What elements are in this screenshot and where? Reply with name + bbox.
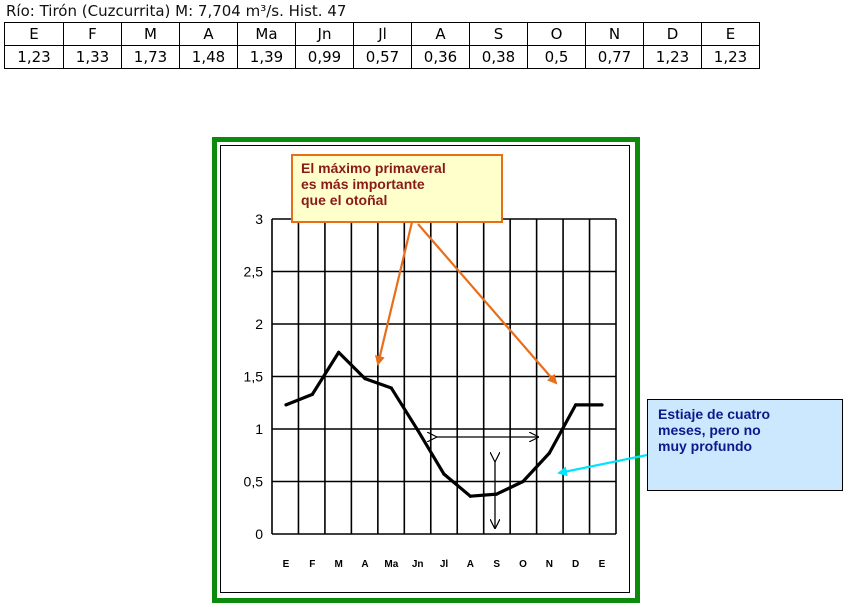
y-tick-label: 2 <box>255 316 263 332</box>
x-tick-label: M <box>334 559 342 570</box>
x-tick-label: E <box>599 559 606 570</box>
flow-value-cell: 1,23 <box>4 45 64 69</box>
month-header-cell: F <box>63 22 122 46</box>
flow-value-cell: 1,33 <box>63 45 122 69</box>
flow-value-cell: 0,77 <box>585 45 644 69</box>
month-header-cell: M <box>121 22 180 46</box>
month-header-cell: D <box>643 22 702 46</box>
x-tick-label: Jl <box>440 559 449 570</box>
flow-value-cell: 0,57 <box>353 45 412 69</box>
chart-header: Río: Tirón (Cuzcurrita) M: 7,704 m³/s. H… <box>6 2 347 20</box>
y-tick-label: 1 <box>255 421 263 437</box>
x-tick-label: F <box>309 559 315 570</box>
spring-max-callout: El máximo primaveral es más importante q… <box>291 154 503 223</box>
y-tick-label: 0 <box>255 526 263 542</box>
chart-inner-border <box>220 145 630 593</box>
value-row: 1,23 1,33 1,73 1,48 1,39 0,99 0,57 0,36 0,38 0,5 0… <box>4 45 760 69</box>
callout-line: meses, pero no <box>658 422 761 438</box>
x-tick-label: D <box>572 559 579 570</box>
callout-line: es más importante <box>301 176 425 192</box>
x-tick-label: A <box>467 559 474 570</box>
data-point <box>310 392 314 396</box>
grid-layer <box>271 218 617 535</box>
flow-value-cell: 1,39 <box>237 45 296 69</box>
callout-line: Estiaje de cuatro <box>658 406 771 422</box>
x-tick-label: Jn <box>412 559 424 570</box>
flow-value-cell: 1,23 <box>643 45 702 69</box>
x-tick-label: E <box>283 559 290 570</box>
spring-arrow-left <box>375 221 414 366</box>
data-point <box>337 350 341 354</box>
line-layer <box>284 350 604 498</box>
chart-frame <box>212 137 640 603</box>
x-tick-label: S <box>493 559 500 570</box>
x-tick-label: O <box>519 559 527 570</box>
spring-arrow-right <box>417 223 558 385</box>
month-row: E F M A Ma Jn Jl A S O N D E <box>4 22 760 46</box>
data-point <box>547 451 551 455</box>
callout-line: que el otoñal <box>301 192 388 208</box>
month-header-cell: Jn <box>295 22 354 46</box>
flow-value-cell: 1,73 <box>121 45 180 69</box>
callout-line: muy profundo <box>658 438 753 454</box>
data-point <box>284 403 288 407</box>
data-point <box>363 377 367 381</box>
x-tick-label: N <box>546 559 553 570</box>
data-point <box>389 386 393 390</box>
month-header-cell: O <box>527 22 586 46</box>
decor-layer <box>375 221 648 528</box>
y-tick-label: 2,5 <box>244 264 264 280</box>
y-tick-label: 0,5 <box>244 474 264 490</box>
x-tick-label: A <box>361 559 368 570</box>
month-header-cell: E <box>701 22 760 46</box>
y-tick-label: 1,5 <box>244 369 264 385</box>
drought-callout: Estiaje de cuatro meses, pero no muy pro… <box>647 399 843 491</box>
month-header-cell: N <box>585 22 644 46</box>
x-tick-labels: E F M A Ma Jn Jl A S O N D E <box>283 559 606 570</box>
flow-value-cell: 0,36 <box>411 45 470 69</box>
flow-table: E F M A Ma Jn Jl A S O N D E 1,23 1,33 1,73 1,48 1,39 0,9… <box>4 22 760 69</box>
data-point <box>574 403 578 407</box>
month-header-cell: Ma <box>237 22 296 46</box>
data-point <box>468 494 472 498</box>
data-point <box>521 479 525 484</box>
flow-value-cell: 0,38 <box>469 45 528 69</box>
data-point <box>442 472 446 476</box>
data-point <box>600 403 604 407</box>
flow-value-cell: 0,99 <box>295 45 354 69</box>
callout-line: El máximo primaveral <box>301 160 446 176</box>
drought-arrow <box>557 453 648 477</box>
flow-value-cell: 1,48 <box>179 45 238 69</box>
month-header-cell: S <box>469 22 528 46</box>
y-tick-labels: 0 0,5 1 1,5 2 2,5 3 <box>244 211 264 542</box>
month-header-cell: Jl <box>353 22 412 46</box>
month-header-cell: E <box>4 22 64 46</box>
flow-value-cell: 1,23 <box>701 45 760 69</box>
x-tick-label: Ma <box>384 559 398 570</box>
y-tick-label: 3 <box>255 211 263 227</box>
flow-value-cell: 0,5 <box>527 45 586 69</box>
data-point <box>416 428 420 432</box>
